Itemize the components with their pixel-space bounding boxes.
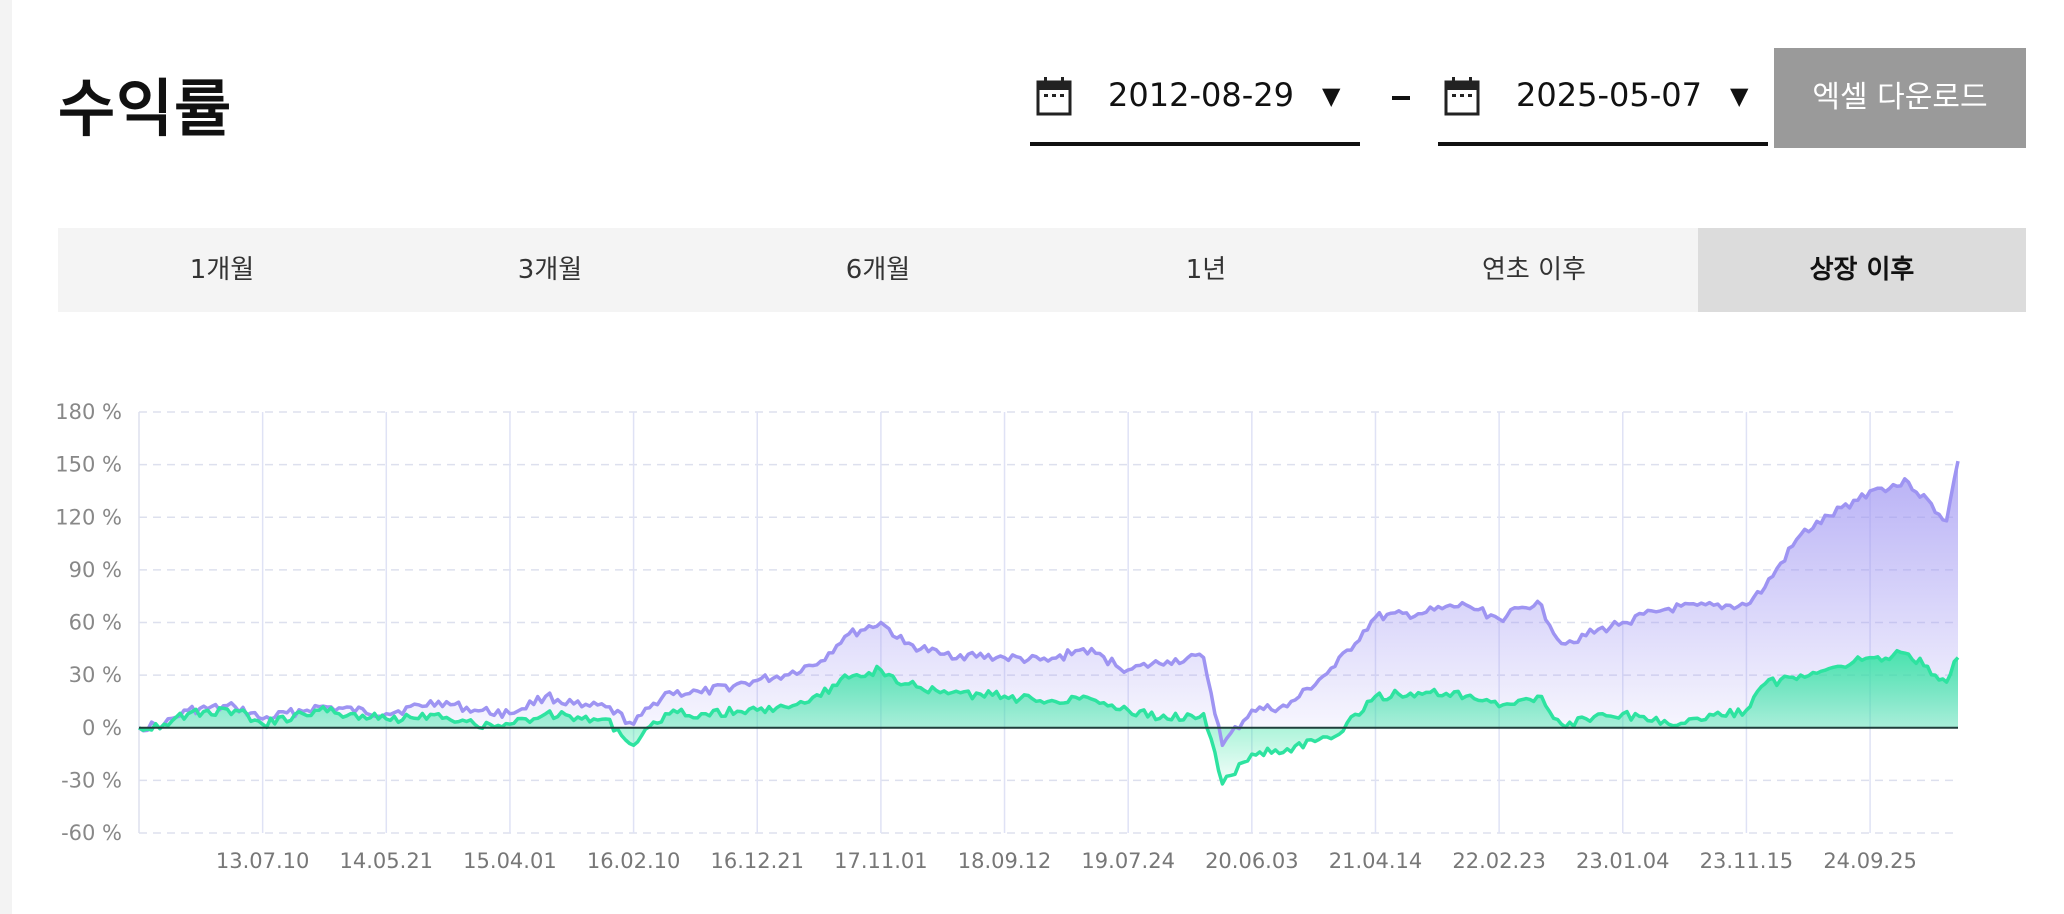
tab-6-months[interactable]: 6개월 <box>845 255 911 285</box>
end-date-picker[interactable]: 2025-05-07 ▼ <box>1438 60 1768 146</box>
y-tick-label: 0 % <box>82 716 122 740</box>
tab-year-to-date[interactable]: 연초 이후 <box>1482 255 1586 285</box>
tab-3-months[interactable]: 3개월 <box>517 255 583 285</box>
y-tick-label: 30 % <box>69 663 122 687</box>
x-tick-label: 21.04.14 <box>1329 849 1423 873</box>
y-tick-label: -30 % <box>61 768 122 792</box>
x-tick-label: 17.11.01 <box>834 849 928 873</box>
tab-since-listing[interactable]: 상장 이후 <box>1698 228 2026 312</box>
calendar-icon <box>1444 77 1480 116</box>
page-title: 수익률 <box>58 72 233 145</box>
series-2-line <box>138 648 1960 786</box>
x-tick-label: 15.04.01 <box>463 849 557 873</box>
tab-1-month[interactable]: 1개월 <box>189 255 255 285</box>
x-tick-label: 22.02.23 <box>1452 849 1546 873</box>
chevron-down-icon[interactable]: ▼ <box>1322 82 1341 110</box>
x-tick-label: 16.12.21 <box>710 849 804 873</box>
y-tick-label: 150 % <box>55 453 122 477</box>
date-range-separator <box>1392 96 1410 100</box>
excel-download-button[interactable]: 엑셀 다운로드 <box>1774 48 2026 148</box>
chevron-down-icon[interactable]: ▼ <box>1730 82 1749 110</box>
x-tick-label: 16.02.10 <box>587 849 681 873</box>
end-date-value: 2025-05-07 <box>1516 76 1702 114</box>
y-tick-label: 60 % <box>69 611 122 635</box>
x-tick-label: 24.09.25 <box>1823 849 1917 873</box>
x-tick-label: 13.07.10 <box>216 849 310 873</box>
series-2-area <box>139 650 1958 784</box>
x-tick-label: 20.06.03 <box>1205 849 1299 873</box>
tab-1-year[interactable]: 1년 <box>1185 255 1227 285</box>
y-tick-label: 120 % <box>55 505 122 529</box>
series-1-line <box>138 460 1960 748</box>
period-tabs: 1개월 3개월 6개월 1년 연초 이후 상장 이후 <box>58 228 2026 312</box>
x-tick-label: 23.01.04 <box>1576 849 1670 873</box>
y-tick-label: -60 % <box>61 821 122 845</box>
start-date-value: 2012-08-29 <box>1108 76 1294 114</box>
x-tick-label: 18.09.12 <box>958 849 1052 873</box>
series-1-area <box>139 461 1958 746</box>
content-panel: 수익률 2012-08-29 ▼ 2025-05-07 ▼ 엑셀 다운로드 <box>12 0 2064 914</box>
y-tick-label: 180 % <box>55 400 122 424</box>
calendar-icon <box>1036 77 1072 116</box>
start-date-picker[interactable]: 2012-08-29 ▼ <box>1030 60 1360 146</box>
x-tick-label: 19.07.24 <box>1081 849 1175 873</box>
y-tick-label: 90 % <box>69 558 122 582</box>
x-tick-label: 23.11.15 <box>1700 849 1794 873</box>
x-tick-label: 14.05.21 <box>340 849 434 873</box>
return-chart: 180 % 150 % 120 % 90 % 60 % 30 % 0 % -30 % -60 %… <box>55 400 1960 873</box>
